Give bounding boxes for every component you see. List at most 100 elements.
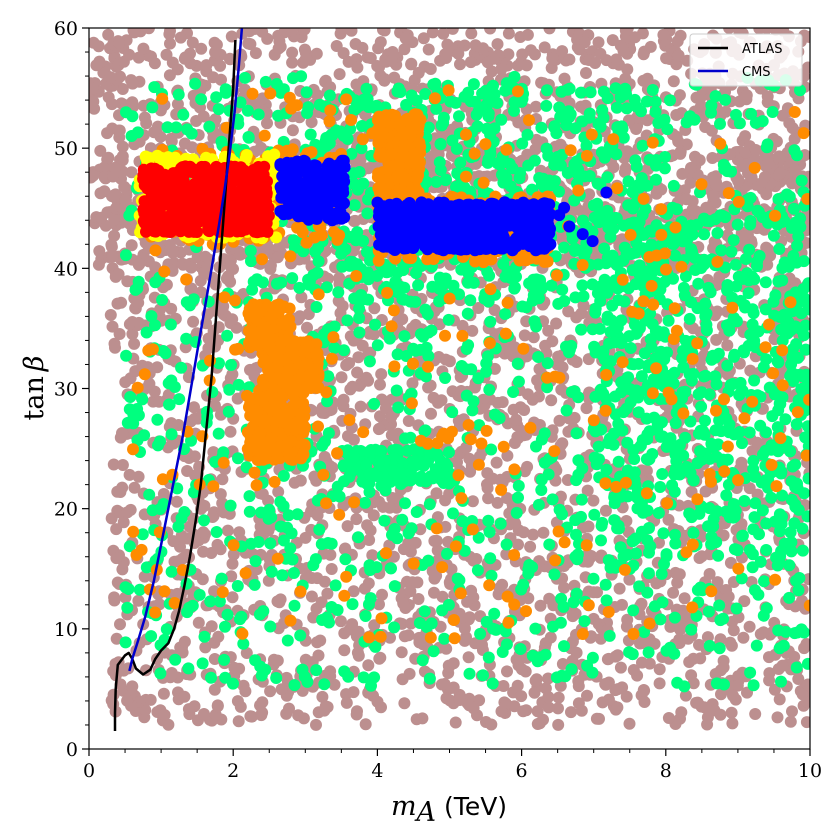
scatter-point: [225, 359, 237, 371]
scatter-point: [517, 705, 530, 718]
scatter-point: [94, 144, 107, 157]
scatter-point: [132, 470, 145, 483]
scatter-point: [95, 211, 108, 224]
scatter-point: [132, 296, 145, 309]
scatter-point: [167, 246, 179, 259]
scatter-point: [402, 415, 415, 427]
scatter-point: [423, 672, 436, 685]
scatter-point: [109, 188, 122, 201]
scatter-point: [219, 671, 232, 684]
scatter-point: [106, 98, 118, 111]
scatter-point: [528, 315, 541, 328]
scatter-point: [792, 584, 805, 597]
scatter-point: [89, 82, 99, 95]
scatter-point: [539, 637, 552, 650]
scatter-point: [218, 653, 231, 666]
scatter-point: [140, 117, 153, 130]
scatter-point: [695, 550, 708, 563]
scatter-point: [286, 553, 299, 566]
scatter-point: [102, 28, 115, 41]
scatter-point: [452, 47, 465, 60]
scatter-point: [138, 570, 151, 583]
scatter-point: [730, 602, 743, 615]
scatter-point: [366, 549, 379, 562]
scatter-point: [286, 124, 299, 137]
scatter-point: [517, 578, 530, 591]
scatter-point: [482, 492, 495, 505]
scatter-point: [599, 504, 612, 517]
scatter-point: [193, 588, 206, 601]
scatter-point: [196, 657, 209, 670]
scatter-point: [710, 677, 723, 690]
scatter-point: [471, 564, 484, 577]
scatter-point: [265, 565, 278, 578]
scatter-point: [484, 28, 497, 35]
scatter-point: [657, 527, 670, 540]
scatter-point: [610, 53, 623, 66]
scatter-point: [426, 28, 439, 39]
scatter-point: [410, 506, 423, 518]
scatter-point: [248, 578, 261, 591]
scatter-point: [179, 341, 192, 354]
scatter-point: [518, 404, 531, 416]
scatter-point: [109, 341, 121, 354]
scatter-point: [286, 56, 299, 69]
scatter-point: [657, 28, 670, 41]
scatter-point: [363, 559, 376, 572]
scatter-point: [491, 396, 504, 409]
scatter-point: [413, 617, 426, 629]
scatter-point: [532, 351, 545, 363]
scatter-point: [480, 615, 493, 628]
scatter-point: [208, 653, 221, 665]
scatter-point: [474, 627, 487, 640]
scatter-point: [495, 63, 508, 76]
scatter-point: [232, 715, 245, 728]
scatter-point: [388, 580, 401, 593]
scatter-point: [165, 428, 178, 441]
scatter-point: [592, 36, 605, 49]
scatter-point: [340, 359, 353, 372]
scatter-point: [508, 282, 521, 295]
scatter-point: [705, 124, 718, 137]
scatter-point: [575, 323, 588, 336]
scatter-point: [637, 48, 650, 61]
scatter-point: [575, 493, 588, 506]
scatter-point: [351, 61, 364, 74]
scatter-point: [543, 28, 556, 35]
scatter-point: [359, 496, 371, 509]
scatter-point: [535, 433, 548, 446]
scatter-point: [280, 671, 293, 684]
scatter-point: [602, 652, 615, 665]
scatter-point: [246, 283, 259, 296]
scatter-point: [693, 638, 705, 651]
scatter-point: [543, 538, 556, 551]
scatter-point: [104, 71, 117, 84]
scatter-point: [197, 545, 210, 558]
scatter-point: [256, 706, 269, 719]
scatter-point: [655, 567, 668, 580]
scatter-point: [638, 684, 651, 697]
scatter-point: [318, 575, 331, 588]
scatter-point: [356, 339, 369, 352]
scatter-point: [165, 565, 178, 578]
scatter-point: [211, 538, 224, 551]
scatter-point: [771, 711, 784, 724]
scatter-point: [581, 484, 594, 497]
scatter-point: [700, 201, 713, 214]
scatter-point: [552, 691, 565, 704]
scatter-point: [800, 638, 810, 650]
scatter-point: [189, 77, 202, 90]
scatter-point: [249, 555, 262, 568]
scatter-point: [437, 28, 450, 40]
scatter-point: [398, 43, 411, 56]
scatter-point: [772, 624, 785, 637]
scatter-point: [364, 52, 377, 64]
scatter-point: [378, 28, 391, 37]
scatter-point: [120, 249, 132, 262]
scatter-point: [298, 43, 311, 56]
scatter-point: [671, 676, 684, 689]
scatter-point: [783, 591, 796, 604]
scatter-point: [546, 493, 559, 506]
scatter-point: [127, 408, 140, 421]
scatter-point: [126, 77, 139, 90]
